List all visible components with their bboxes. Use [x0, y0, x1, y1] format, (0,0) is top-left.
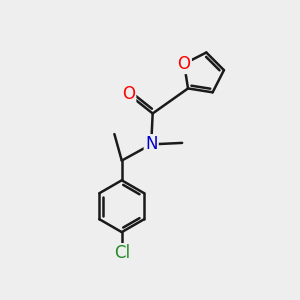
- Text: O: O: [122, 85, 135, 103]
- Text: N: N: [145, 135, 158, 153]
- Text: O: O: [178, 55, 190, 73]
- Text: Cl: Cl: [114, 244, 130, 262]
